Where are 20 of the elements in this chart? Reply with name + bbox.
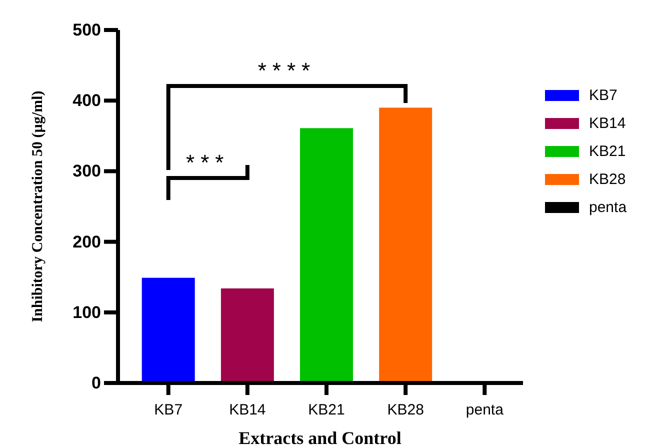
x-tick-label: KB21 bbox=[308, 402, 345, 418]
y-tick-label: 400 bbox=[72, 91, 101, 110]
x-axis-title: Extracts and Control bbox=[238, 428, 402, 448]
y-tick-label: 500 bbox=[72, 20, 101, 40]
legend-label: KB7 bbox=[589, 87, 618, 104]
x-tick-label: penta bbox=[466, 402, 504, 418]
annotation: *** bbox=[186, 150, 230, 175]
legend-label: KB28 bbox=[589, 171, 626, 188]
y-axis-title: Inhibitory Concentration 50 (µg/ml) bbox=[30, 90, 46, 322]
x-tick-label: KB7 bbox=[154, 402, 183, 418]
x-tick-label: KB28 bbox=[387, 402, 424, 418]
legend-label: penta bbox=[589, 199, 628, 216]
legend-label: KB14 bbox=[589, 115, 626, 132]
y-tick-label: 100 bbox=[72, 302, 101, 322]
x-tick-label: KB14 bbox=[229, 402, 266, 418]
y-tick-label: 0 bbox=[92, 373, 101, 392]
y-tick-label: 200 bbox=[72, 232, 101, 252]
y-tick-label: 300 bbox=[72, 162, 101, 181]
legend-label: KB21 bbox=[589, 143, 626, 160]
annotation: **** bbox=[258, 58, 316, 83]
